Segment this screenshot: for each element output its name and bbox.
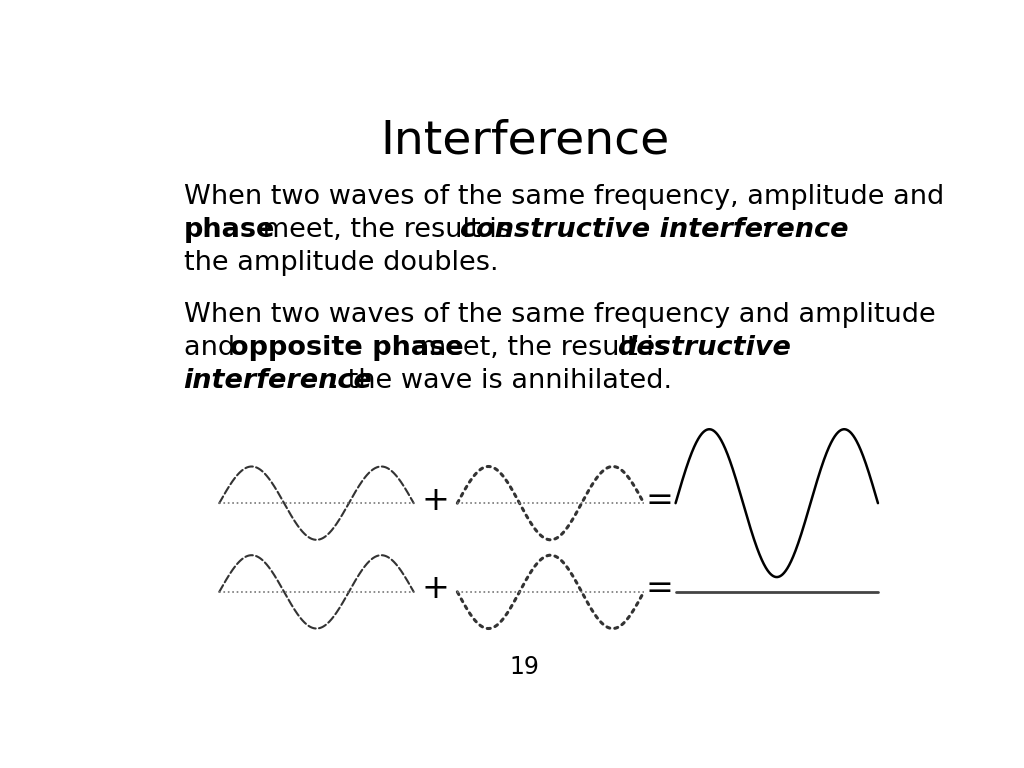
Text: When two waves of the same frequency and amplitude: When two waves of the same frequency and…: [183, 302, 935, 328]
Text: Interference: Interference: [380, 119, 670, 164]
Text: : the wave is annihilated.: : the wave is annihilated.: [330, 369, 672, 394]
Text: :: :: [761, 217, 770, 243]
Text: meet, the result is: meet, the result is: [411, 335, 677, 361]
Text: =: =: [646, 572, 674, 605]
Text: =: =: [646, 484, 674, 517]
Text: interference: interference: [183, 369, 373, 394]
Text: 19: 19: [510, 655, 540, 679]
Text: opposite phase: opposite phase: [229, 335, 464, 361]
Text: meet, the result is: meet, the result is: [254, 217, 520, 243]
Text: +: +: [421, 572, 450, 605]
Text: the amplitude doubles.: the amplitude doubles.: [183, 250, 498, 276]
Text: constructive interference: constructive interference: [460, 217, 849, 243]
Text: phase: phase: [183, 217, 274, 243]
Text: and: and: [183, 335, 244, 361]
Text: +: +: [421, 484, 450, 517]
Text: When two waves of the same frequency, amplitude and: When two waves of the same frequency, am…: [183, 184, 944, 210]
Text: destructive: destructive: [616, 335, 791, 361]
